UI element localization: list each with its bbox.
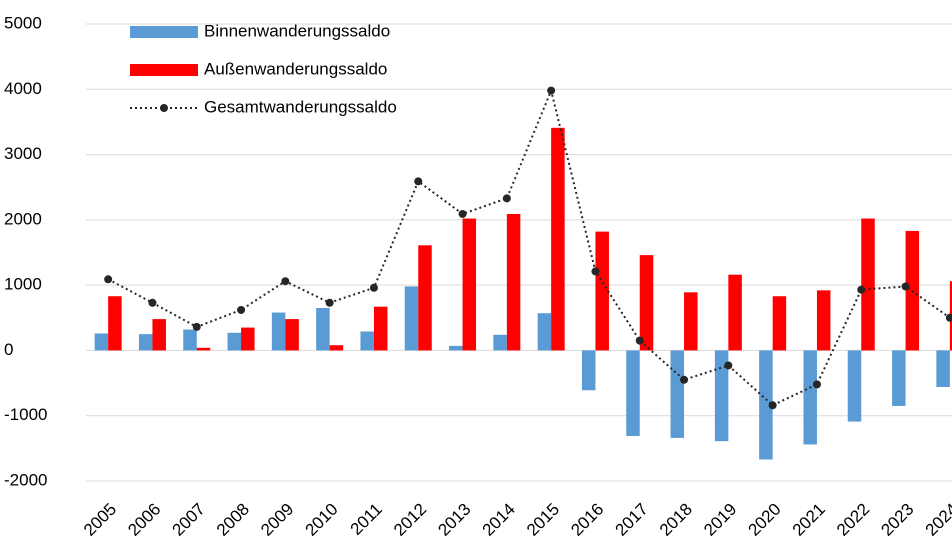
x-tick-label: 2007 [169,500,209,540]
point [325,298,334,307]
x-tick-label: 2012 [390,500,430,540]
x-tick-label: 2015 [523,500,563,540]
x-tick-label: 2013 [434,500,474,540]
y-tick-label: 3000 [4,144,42,163]
bar [493,334,507,351]
point [680,375,689,384]
x-tick-label: 2006 [124,500,164,540]
bar [639,255,654,351]
bar [449,345,463,351]
bar [316,307,330,351]
point [768,401,777,410]
point [148,298,157,307]
bar [329,345,344,351]
bar [728,274,742,351]
legend-label: Außenwanderungssaldo [204,59,387,78]
legend-swatch [160,104,168,112]
bar [360,331,374,351]
bar [418,245,432,351]
bar [581,350,596,391]
point [281,277,290,286]
point [547,86,556,95]
x-tick-label: 2016 [567,500,607,540]
point [812,380,821,389]
point [104,275,113,284]
y-tick-label: 5000 [4,13,42,32]
bar [670,350,685,438]
bar [108,296,122,351]
bar [404,286,419,351]
point [724,361,733,370]
legend-swatch [130,64,198,76]
bar [241,327,255,351]
point [458,209,467,218]
point [414,177,423,186]
bar [936,350,950,387]
bar [892,350,906,406]
bar [847,350,862,422]
x-tick-label: 2018 [656,500,696,540]
bar [227,332,242,351]
bar [684,292,698,351]
y-tick-label: -1000 [4,405,47,424]
bar [551,127,565,351]
bar [183,329,197,351]
point [237,305,246,314]
bar [271,312,286,351]
point [502,194,511,203]
bar [152,319,166,351]
bar [714,350,729,442]
x-tick-label: 2024 [922,500,952,540]
x-tick-label: 2017 [612,500,652,540]
x-tick-label: 2023 [877,500,917,540]
bar [506,213,521,351]
x-tick-label: 2019 [700,500,740,540]
bar [285,319,299,351]
y-tick-label: 4000 [4,79,42,98]
x-tick-label: 2020 [744,500,784,540]
point [192,322,201,331]
x-tick-label: 2005 [80,500,120,540]
bar [138,334,153,351]
bar [196,347,211,351]
bar [94,333,109,351]
bar [861,218,875,351]
bar [537,313,552,351]
bar [816,290,831,351]
y-tick-label: -2000 [4,470,47,489]
bar [373,306,388,351]
bar [803,350,817,445]
x-tick-label: 2014 [479,500,519,540]
bar [772,296,787,351]
legend-label: Gesamtwanderungssaldo [204,97,397,116]
bar [759,350,773,460]
x-tick-label: 2022 [833,500,873,540]
point [857,285,866,294]
legend-label: Binnenwanderungssaldo [204,21,390,40]
bar [595,231,609,351]
point [635,336,644,345]
x-tick-label: 2009 [257,500,297,540]
x-tick-label: 2010 [301,500,341,540]
y-tick-label: 0 [4,340,13,359]
bar [626,350,640,436]
point [369,283,378,292]
legend-swatch [130,26,198,38]
point [591,267,600,276]
x-tick-label: 2008 [213,500,253,540]
point [945,313,952,322]
x-tick-label: 2011 [347,500,386,539]
bar [462,218,477,351]
point [901,282,910,291]
x-tick-label: 2021 [789,500,829,540]
y-tick-label: 2000 [4,209,42,228]
y-tick-label: 1000 [4,275,42,294]
line [107,87,951,407]
